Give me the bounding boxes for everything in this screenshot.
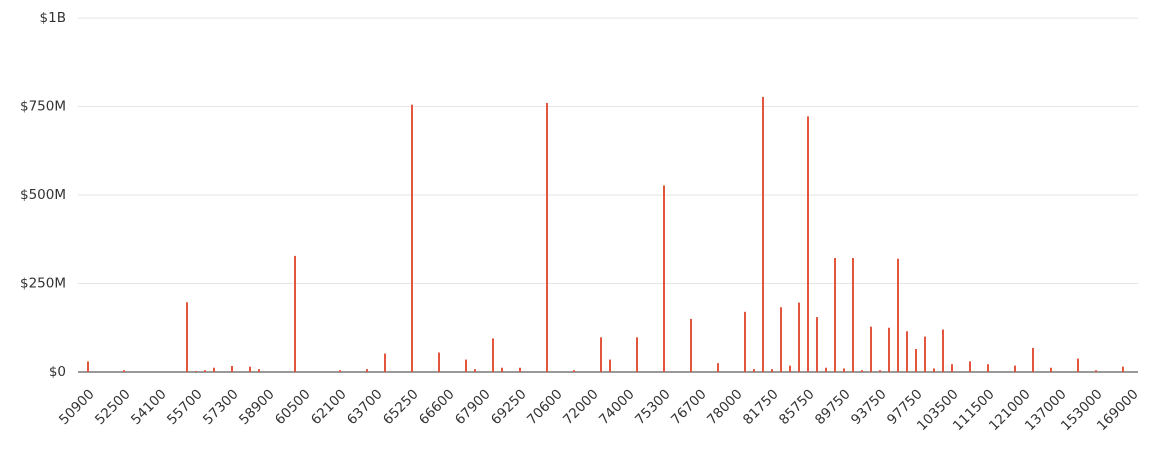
x-tick-label: 52500 (92, 386, 134, 428)
bar (366, 369, 368, 372)
y-tick-label: $750M (20, 99, 66, 115)
y-tick-label: $500M (20, 187, 66, 203)
bar (123, 370, 125, 372)
bar (852, 258, 854, 372)
bar (519, 367, 521, 372)
bar (834, 258, 836, 372)
bar (1014, 365, 1016, 372)
bar (897, 258, 899, 372)
x-tick-label: 58900 (236, 386, 278, 428)
bar (438, 352, 440, 372)
bar (636, 337, 638, 372)
bar (942, 329, 944, 372)
bar (969, 361, 971, 372)
bar (384, 353, 386, 372)
x-tick-label: 72000 (560, 386, 602, 428)
bar (780, 307, 782, 372)
bar (879, 370, 881, 372)
bar (951, 364, 953, 372)
y-tick-label: $1B (40, 10, 66, 26)
bar (1077, 358, 1079, 372)
x-tick-label: 81750 (740, 386, 782, 428)
bar (474, 369, 476, 372)
bar (663, 185, 665, 372)
x-tick-label: 85750 (776, 386, 818, 428)
x-tick-label: 55700 (164, 386, 206, 428)
bar (195, 370, 197, 372)
bar (546, 102, 548, 373)
bar (915, 348, 917, 372)
y-tick-label: $250M (20, 276, 66, 292)
x-tick-label: 76700 (668, 386, 710, 428)
bar (609, 359, 611, 372)
bar (870, 326, 872, 372)
bar (573, 370, 575, 372)
x-tick-label: 74000 (596, 386, 638, 428)
bar (861, 370, 863, 372)
x-tick-label: 70600 (524, 386, 566, 428)
bar (411, 104, 413, 372)
bar (339, 370, 341, 372)
x-tick-label: 69250 (488, 386, 530, 428)
bar (204, 370, 206, 372)
bar (501, 367, 503, 372)
x-tick-label: 93750 (848, 386, 890, 428)
x-tick-label: 89750 (812, 386, 854, 428)
bar (258, 369, 260, 372)
x-tick-label: 60500 (272, 386, 314, 428)
bar (906, 331, 908, 372)
x-tick-label: 57300 (200, 386, 242, 428)
bar (771, 369, 773, 372)
bar (762, 96, 764, 372)
bar (1122, 366, 1124, 372)
x-tick-label: 50900 (56, 386, 98, 428)
bar (231, 365, 233, 372)
x-tick-label: 65250 (380, 386, 422, 428)
x-tick-label: 78000 (704, 386, 746, 428)
bar (1050, 367, 1052, 372)
bar (807, 116, 809, 372)
bar (933, 368, 935, 372)
bar (1032, 347, 1034, 372)
y-tick-label: $0 (49, 364, 66, 380)
bar (843, 368, 845, 372)
bar (492, 338, 494, 372)
bar (888, 327, 890, 372)
x-tick-label: 63700 (344, 386, 386, 428)
x-tick-label: 54100 (128, 386, 170, 428)
bar (987, 364, 989, 372)
bar (717, 363, 719, 372)
bar (465, 359, 467, 372)
bar (294, 255, 296, 372)
bar (600, 337, 602, 372)
x-tick-label: 67900 (452, 386, 494, 428)
bar (798, 302, 800, 372)
bar (816, 317, 818, 372)
bar (789, 365, 791, 372)
bar (1095, 370, 1097, 372)
bar (213, 367, 215, 372)
bar (924, 336, 926, 372)
x-tick-label: 62100 (308, 386, 350, 428)
bar (186, 302, 188, 372)
x-tick-label: 66600 (416, 386, 458, 428)
x-tick-label: 75300 (632, 386, 674, 428)
bar (744, 311, 746, 372)
bar (249, 366, 251, 372)
bar (690, 318, 692, 372)
bar (87, 361, 89, 372)
bar (825, 367, 827, 372)
bar (753, 369, 755, 372)
